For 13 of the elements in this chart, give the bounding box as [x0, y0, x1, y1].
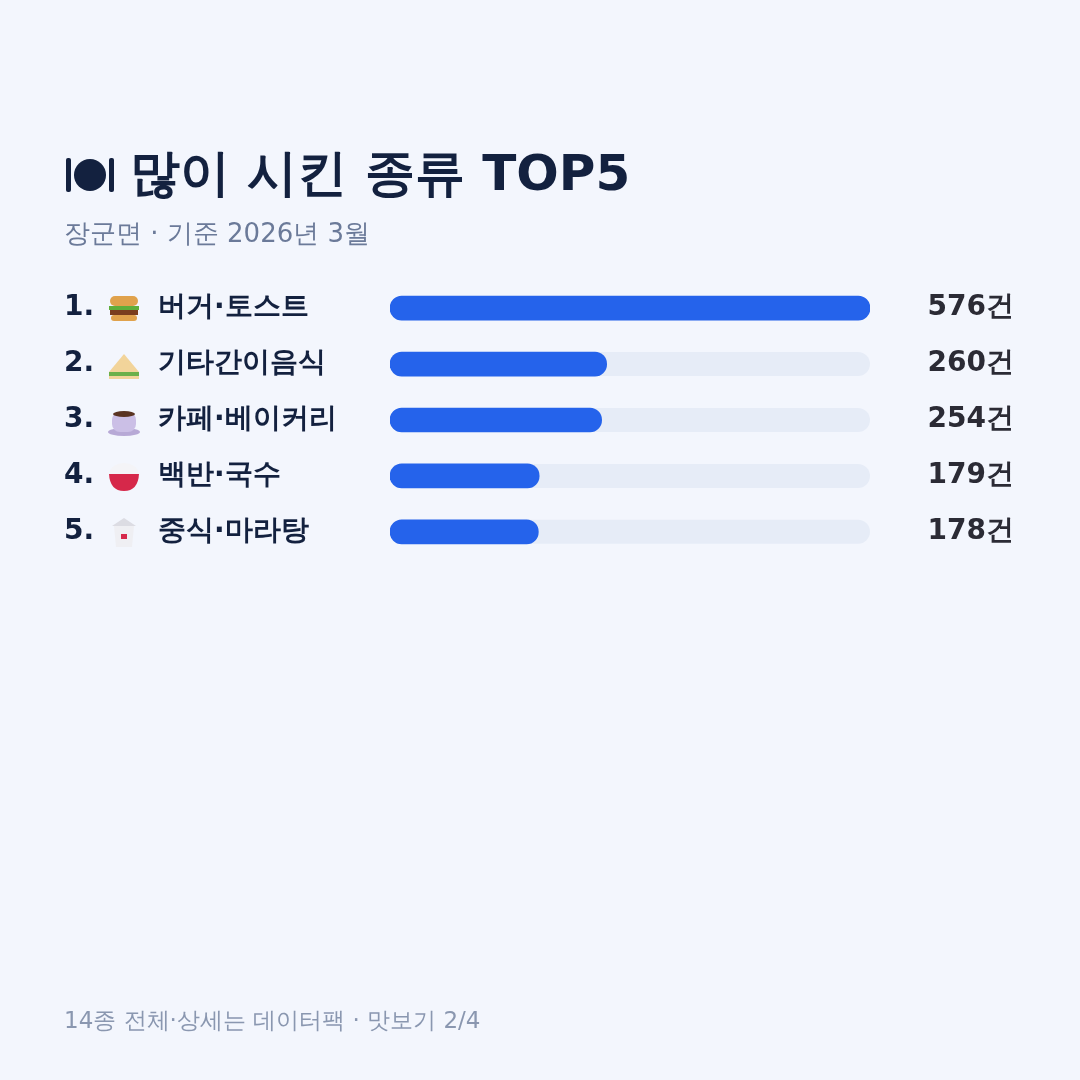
category-label: 1. 버거·토스트	[64, 289, 309, 323]
chart-title: 많이 시킨 종류 TOP5	[130, 143, 631, 204]
category-label: 2. 기타간이음식	[64, 345, 326, 379]
text: 14종 전체·상세는 데이터팩 · 맛보기 2/4	[64, 1006, 481, 1035]
chart-subtitle: 장군면 · 기준 2026년 3월	[64, 217, 371, 250]
category-label: 3. 카페·베이커리	[64, 401, 337, 435]
category-label: 4. 백반·국수	[64, 457, 281, 491]
data-label: 254건	[927, 401, 1014, 435]
category-label: 5. 중식·마라탕	[64, 513, 309, 547]
data-label: 576건	[927, 289, 1014, 323]
data-label: 260건	[927, 345, 1014, 379]
data-label: 178건	[927, 513, 1014, 547]
data-label: 179건	[927, 457, 1014, 491]
